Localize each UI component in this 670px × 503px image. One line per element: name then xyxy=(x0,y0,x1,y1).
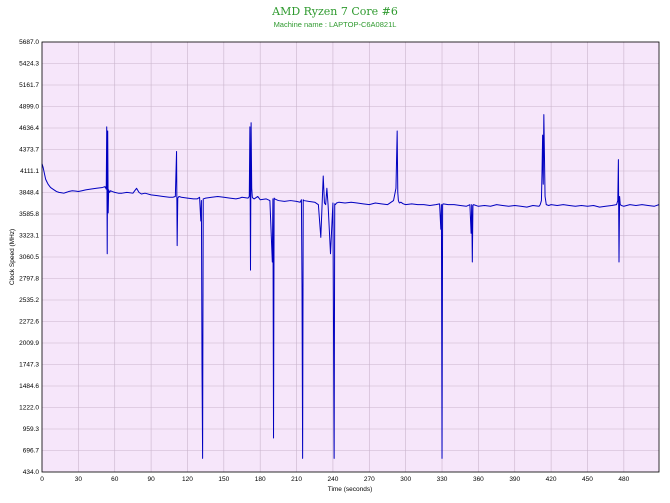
y-tick-label: 3060.5 xyxy=(19,254,39,261)
y-tick-label: 2797.8 xyxy=(19,276,39,283)
x-tick-label: 180 xyxy=(255,476,266,483)
x-tick-label: 420 xyxy=(546,476,557,483)
y-tick-label: 5161.7 xyxy=(19,82,39,89)
x-tick-label: 390 xyxy=(509,476,520,483)
x-tick-label: 30 xyxy=(75,476,83,483)
series-layer xyxy=(41,114,660,459)
y-tick-label: 5424.3 xyxy=(19,61,39,68)
y-tick-label: 2272.6 xyxy=(19,319,39,326)
x-tick-label: 240 xyxy=(327,476,338,483)
y-axis: 434.0 696.7 959.3 1222.0 1484.6 1747.3 2009.9 2… xyxy=(19,39,39,476)
x-tick-label: 450 xyxy=(582,476,593,483)
x-tick-label: 60 xyxy=(111,476,119,483)
x-tick-label: 120 xyxy=(182,476,193,483)
x-tick-label: 480 xyxy=(618,476,629,483)
chart-subtitle: Machine name : LAPTOP-C6A0821L xyxy=(274,20,397,29)
y-tick-label: 696.7 xyxy=(23,448,40,455)
y-tick-label: 959.3 xyxy=(23,426,40,433)
x-tick-label: 150 xyxy=(218,476,229,483)
series-line xyxy=(41,114,660,459)
plot-border xyxy=(41,41,660,473)
y-tick-label: 4636.4 xyxy=(19,125,39,132)
x-tick-label: 330 xyxy=(437,476,448,483)
y-axis-label: Clock Speed (MHz) xyxy=(9,229,16,285)
x-tick-label: 0 xyxy=(40,476,44,483)
grid xyxy=(41,41,659,473)
y-tick-label: 1222.0 xyxy=(19,405,39,412)
chart-title: AMD Ryzen 7 Core #6 xyxy=(271,5,398,18)
x-tick-label: 300 xyxy=(400,476,411,483)
x-tick-label: 210 xyxy=(291,476,302,483)
x-axis-label: Time (seconds) xyxy=(328,486,373,493)
y-tick-label: 5687.0 xyxy=(19,39,39,46)
x-tick-label: 360 xyxy=(473,476,484,483)
x-tick-label: 90 xyxy=(147,476,155,483)
y-tick-label: 4899.0 xyxy=(19,104,39,111)
y-tick-label: 1484.6 xyxy=(19,383,39,390)
y-tick-label: 4111.1 xyxy=(20,168,39,175)
y-tick-label: 4373.7 xyxy=(19,147,39,154)
y-tick-label: 1747.3 xyxy=(19,362,39,369)
y-tick-label: 3848.4 xyxy=(19,190,39,197)
y-tick-label: 434.0 xyxy=(23,469,40,476)
x-axis: 0 30 60 90 120 150 180 210 240 270 300 330 360 390 420… xyxy=(40,476,629,483)
y-tick-label: 3585.8 xyxy=(19,211,39,218)
y-tick-label: 3323.1 xyxy=(19,233,39,240)
y-tick-label: 2009.9 xyxy=(19,340,39,347)
x-tick-label: 270 xyxy=(364,476,375,483)
y-tick-label: 2535.2 xyxy=(19,297,39,304)
